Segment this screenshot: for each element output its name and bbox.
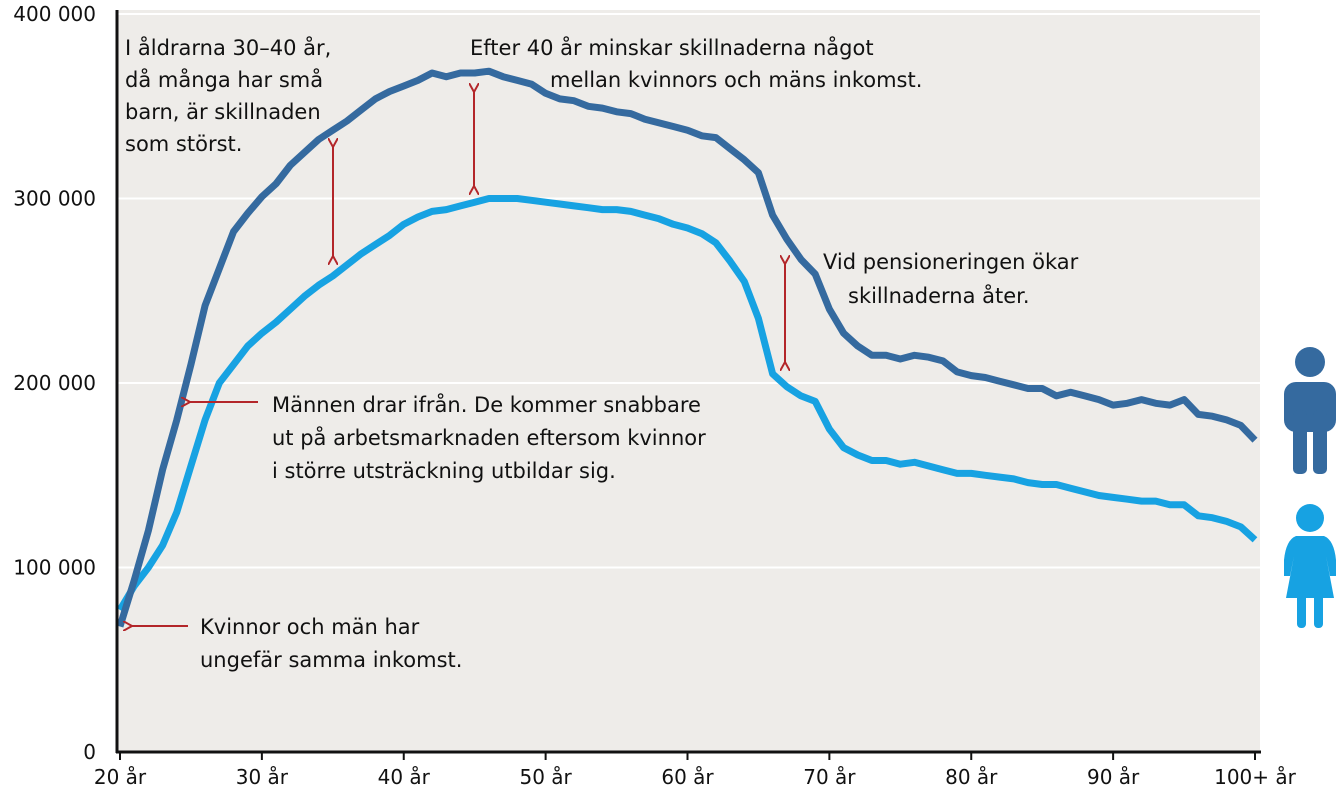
annotation: Efter 40 år minskar skillnaderna något bbox=[470, 35, 874, 60]
arrows bbox=[132, 92, 785, 626]
x-tick-label: 90 år bbox=[1087, 765, 1140, 789]
annotation: Vid pensioneringen ökar bbox=[823, 250, 1079, 274]
y-tick-label: 200 000 bbox=[13, 371, 96, 395]
annotation: Männen drar ifrån. De kommer snabbare bbox=[272, 392, 701, 417]
x-tick-label: 20 år bbox=[94, 765, 147, 789]
x-tick-label: 80 år bbox=[945, 765, 998, 789]
man-icon bbox=[1284, 347, 1336, 474]
x-tick-label: 30 år bbox=[236, 765, 289, 789]
annotation: barn, är skillnaden bbox=[125, 100, 321, 124]
series-line bbox=[116, 195, 1258, 612]
woman-icon bbox=[1284, 504, 1336, 628]
annotation: då många har små bbox=[125, 67, 323, 92]
annotation: skillnaderna åter. bbox=[848, 283, 1030, 308]
annotation: i större utsträckning utbildar sig. bbox=[272, 459, 616, 483]
x-tick-label: 40 år bbox=[378, 765, 431, 789]
y-tick-label: 400 000 bbox=[13, 2, 96, 26]
annotation: I åldrarna 30–40 år, bbox=[125, 35, 331, 60]
series-line bbox=[116, 67, 1258, 628]
annotation: ungefär samma inkomst. bbox=[200, 648, 462, 672]
annotation: som störst. bbox=[125, 132, 242, 156]
lines bbox=[116, 67, 1258, 628]
y-tick-label: 100 000 bbox=[13, 556, 96, 580]
annotation: mellan kvinnors och mäns inkomst. bbox=[550, 68, 922, 92]
x-tick-label: 70 år bbox=[803, 765, 856, 789]
x-tick-label: 50 år bbox=[519, 765, 572, 789]
annotation: ut på arbetsmarknaden eftersom kvinnor bbox=[272, 425, 706, 450]
y-tick-label: 300 000 bbox=[13, 187, 96, 211]
annotation: Kvinnor och män har bbox=[200, 615, 420, 639]
x-tick-label: 100+ år bbox=[1214, 765, 1297, 789]
y-tick-label: 0 bbox=[83, 740, 96, 764]
x-tick-label: 60 år bbox=[661, 765, 714, 789]
grid bbox=[117, 13, 1260, 569]
